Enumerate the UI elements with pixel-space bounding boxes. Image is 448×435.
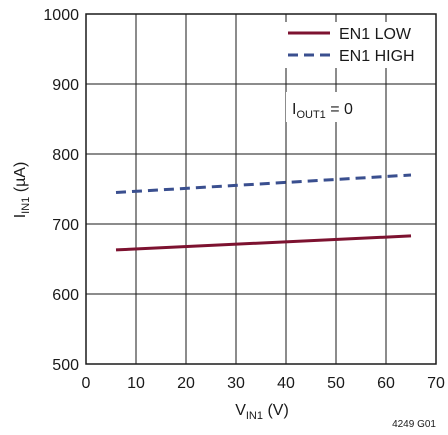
legend-background: [282, 22, 422, 68]
series-line-en1-low: [115, 234, 412, 252]
series-line-en1-high: [115, 173, 412, 194]
tick-labels: 0 10 20 30 40 50 60 70 500 600 700 800 900 1000: [43, 7, 445, 392]
x-tick-label: 40: [277, 375, 295, 392]
x-axis-label: VIN1 (V): [235, 402, 289, 422]
x-tick-label: 30: [227, 375, 245, 392]
legend: EN1 LOW EN1 HIGH: [282, 22, 422, 68]
x-tick-label: 0: [82, 375, 91, 392]
figure-id: 4249 G01: [392, 419, 436, 430]
legend-label-en1-low: EN1 LOW: [339, 26, 412, 43]
annotation-background: [286, 92, 376, 122]
annotation: IOUT1 = 0: [286, 92, 376, 122]
y-tick-label: 600: [52, 287, 79, 304]
annotation-text: IOUT1 = 0: [292, 101, 353, 121]
legend-label-en1-high: EN1 HIGH: [339, 48, 415, 65]
x-tick-label: 10: [127, 375, 145, 392]
x-tick-label: 60: [377, 375, 395, 392]
series-layer: [115, 173, 412, 252]
plot-frame: [85, 13, 437, 365]
y-tick-label: 700: [52, 217, 79, 234]
y-axis-label: IIN1 (µA): [12, 162, 32, 219]
x-tick-label: 20: [177, 375, 195, 392]
y-tick-label: 1000: [43, 7, 79, 24]
y-tick-label: 900: [52, 77, 79, 94]
y-tick-label: 500: [52, 357, 79, 374]
x-tick-label: 70: [427, 375, 445, 392]
y-tick-label: 800: [52, 147, 79, 164]
x-tick-label: 50: [327, 375, 345, 392]
